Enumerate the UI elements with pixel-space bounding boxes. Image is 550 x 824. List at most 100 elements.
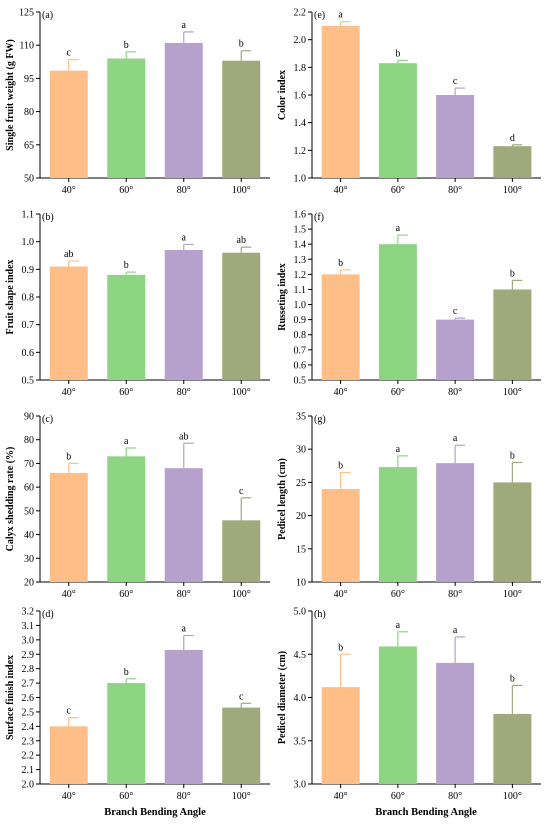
y-tick-label: 0.5 — [294, 376, 307, 387]
y-tick-label: 1.4 — [294, 118, 307, 129]
y-tick-label: 0.9 — [22, 265, 35, 276]
y-tick-label: 3.0 — [22, 635, 35, 646]
y-tick-label: 5.0 — [294, 607, 307, 618]
significance-letter: a — [396, 444, 401, 455]
y-tick-label: 2.3 — [22, 736, 35, 747]
y-tick-label: 3.0 — [294, 780, 307, 791]
x-tick-label: 80° — [448, 387, 462, 398]
y-tick-label: 2.2 — [294, 8, 307, 19]
y-tick-label: 2.7 — [22, 679, 35, 690]
significance-letter: d — [510, 133, 515, 144]
x-tick-label: 80° — [448, 791, 462, 802]
x-tick-label: 40° — [334, 791, 348, 802]
y-tick-label: 2.8 — [22, 664, 35, 675]
y-tick-label: 1.0 — [294, 174, 307, 185]
y-tick-label: 30 — [296, 445, 306, 456]
chart-panels: 50 65 80 95 110 125 Single fruit weight (g FW)… — [5, 8, 541, 802]
bar — [378, 244, 417, 380]
chart-panel: 20 30 40 50 60 70 80 90 Calyx shedding rate (%) (… — [5, 412, 270, 600]
x-tick-label: 100° — [232, 791, 251, 802]
y-axis-label: Surface finish index — [5, 655, 16, 740]
y-tick-label: 110 — [19, 41, 34, 52]
x-axis-title-right: Branch Bending Angle — [375, 807, 477, 818]
bar — [321, 25, 360, 179]
y-tick-label: 0.6 — [294, 360, 307, 371]
y-tick-label: 80 — [24, 107, 34, 118]
bar — [222, 252, 261, 380]
y-tick-label: 3.5 — [294, 736, 307, 747]
y-tick-label: 60 — [24, 483, 34, 494]
significance-letter: a — [124, 436, 129, 447]
y-tick-label: 1.8 — [294, 63, 307, 74]
significance-letter: c — [453, 76, 458, 87]
y-tick-label: 1.6 — [294, 91, 307, 102]
chart-panel: 1.0 1.2 1.4 1.6 1.8 2.0 2.2 Color index (e) a 40° b… — [277, 8, 541, 196]
panel-label: (b) — [42, 212, 54, 223]
bar — [321, 489, 360, 582]
x-tick-label: 100° — [503, 387, 522, 398]
y-tick-label: 1.0 — [22, 237, 35, 248]
significance-letter: c — [453, 306, 458, 317]
y-tick-label: 10 — [296, 578, 306, 589]
y-axis-label: Calyx shedding rate (%) — [5, 447, 16, 552]
y-tick-label: 65 — [24, 140, 34, 151]
y-tick-label: 1.2 — [294, 146, 307, 157]
y-tick-label: 95 — [24, 74, 34, 85]
y-tick-label: 40 — [24, 530, 34, 541]
y-axis-label: Color index — [277, 70, 288, 120]
bar — [107, 456, 146, 582]
x-tick-label: 60° — [119, 387, 133, 398]
bar — [164, 468, 203, 582]
bar — [222, 707, 261, 784]
chart-panel: 50 65 80 95 110 125 Single fruit weight (g FW)… — [5, 8, 270, 196]
x-tick-label: 100° — [503, 589, 522, 600]
y-tick-label: 2.1 — [22, 765, 35, 776]
significance-letter: b — [395, 48, 400, 59]
y-tick-label: 1.0 — [294, 300, 307, 311]
chart-panel: 3.0 3.5 4.0 4.5 5.0 Pedicel diameter (cm) (h) b… — [277, 607, 541, 802]
bar — [49, 472, 88, 582]
y-tick-label: 1.1 — [22, 210, 35, 221]
y-tick-label: 4.5 — [294, 650, 307, 661]
y-tick-label: 20 — [24, 578, 34, 589]
bar — [107, 274, 146, 380]
y-tick-label: 20 — [296, 511, 306, 522]
y-tick-label: 4.0 — [294, 693, 307, 704]
bar — [436, 463, 475, 582]
panel-label: (e) — [314, 10, 325, 21]
y-tick-label: 30 — [24, 554, 34, 565]
y-tick-label: 0.9 — [294, 315, 307, 326]
y-tick-label: 0.5 — [22, 376, 35, 387]
y-tick-label: 1.1 — [294, 285, 307, 296]
bar — [222, 60, 261, 179]
x-tick-label: 60° — [391, 185, 405, 196]
y-tick-label: 90 — [24, 412, 34, 423]
panel-label: (h) — [314, 609, 326, 620]
significance-letter: c — [239, 691, 244, 702]
bar — [49, 70, 88, 178]
x-tick-label: 100° — [503, 185, 522, 196]
bar — [493, 289, 532, 380]
panel-label: (a) — [42, 10, 53, 21]
x-tick-label: 40° — [62, 185, 76, 196]
y-tick-label: 0.8 — [22, 293, 35, 304]
significance-letter: b — [124, 667, 129, 678]
y-tick-label: 2.2 — [22, 751, 35, 762]
y-tick-label: 15 — [296, 544, 306, 555]
bar — [436, 319, 475, 380]
x-tick-label: 60° — [391, 387, 405, 398]
bar — [378, 467, 417, 582]
bar — [378, 646, 417, 784]
y-tick-label: 1.4 — [294, 240, 307, 251]
significance-letter: a — [453, 433, 458, 444]
significance-letter: a — [182, 624, 187, 635]
y-tick-label: 70 — [24, 459, 34, 470]
bar — [49, 266, 88, 380]
bar — [107, 58, 146, 179]
y-tick-label: 25 — [296, 478, 306, 489]
significance-letter: b — [66, 451, 71, 462]
panel-label: (d) — [42, 609, 54, 620]
y-axis-label: Russeting index — [277, 263, 288, 331]
y-tick-label: 2.0 — [22, 780, 35, 791]
significance-letter: ab — [237, 235, 246, 246]
